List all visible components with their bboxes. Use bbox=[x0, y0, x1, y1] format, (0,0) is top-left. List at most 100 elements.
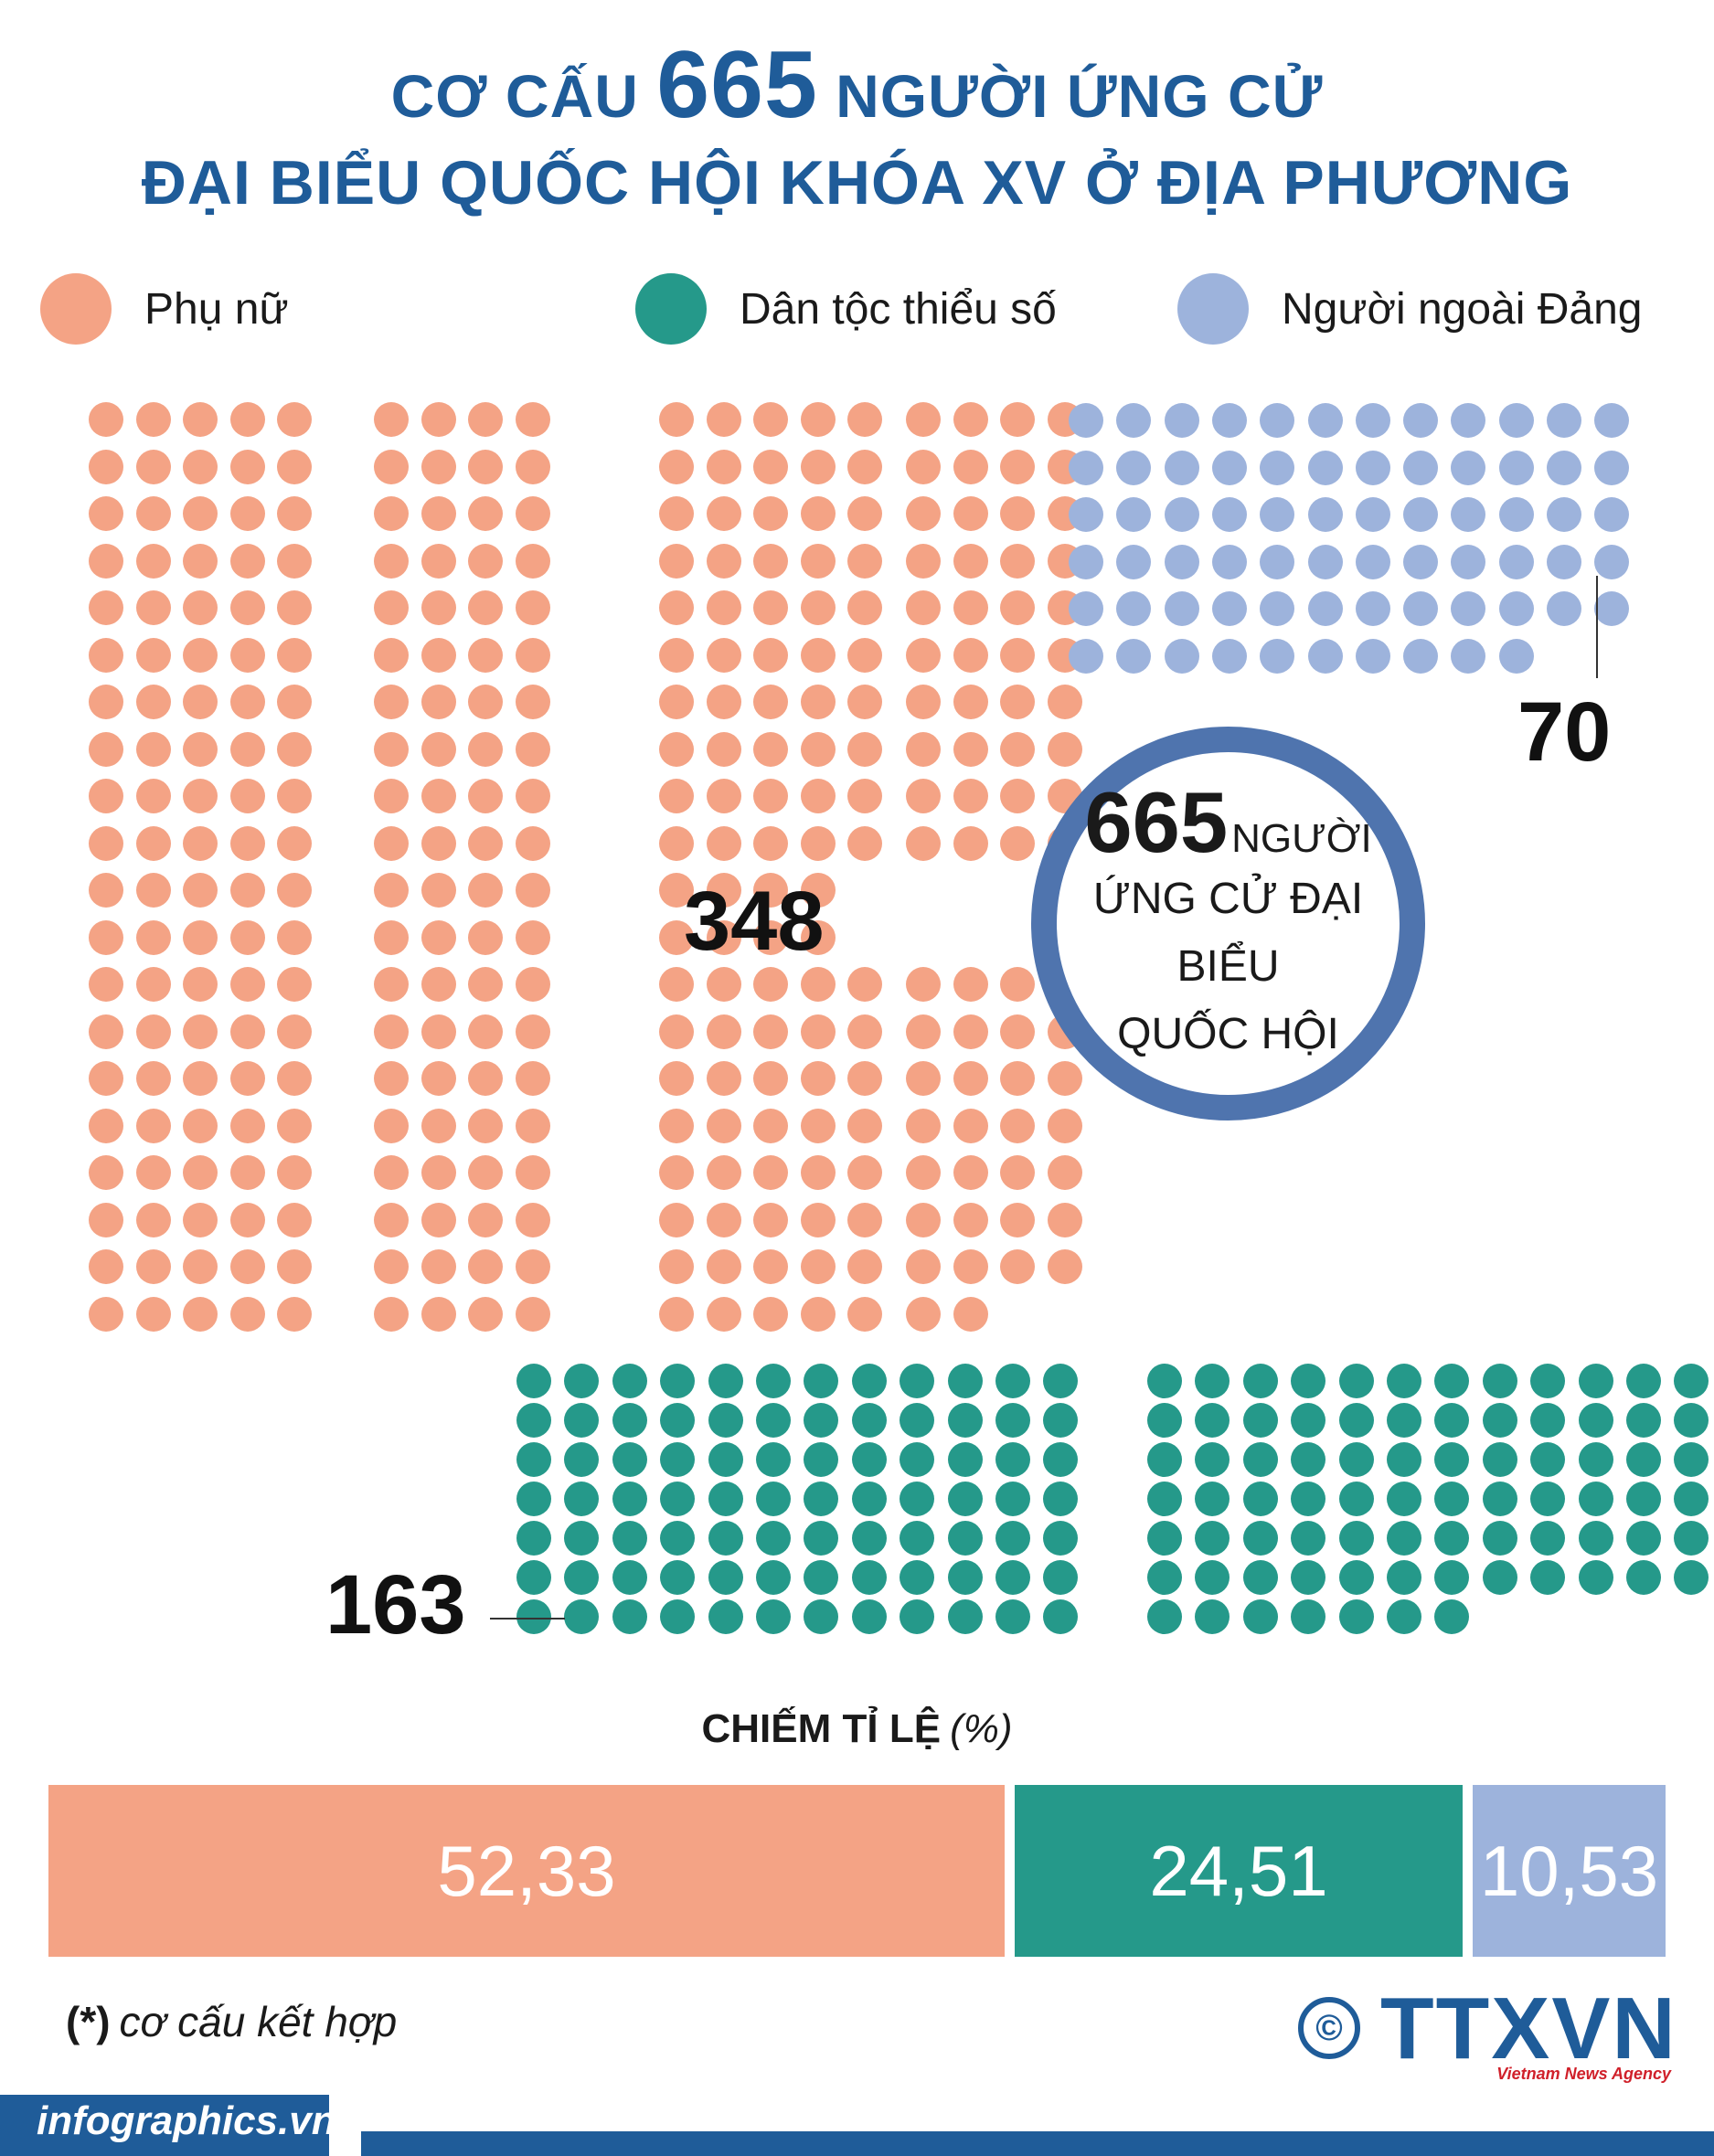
dot-ethnic bbox=[1626, 1560, 1661, 1595]
title-line-1: CƠ CẤU 665 NGƯỜI ỨNG CỬ bbox=[0, 35, 1714, 146]
percent-bar-women: 52,33 bbox=[48, 1785, 1005, 1957]
dot-women bbox=[953, 1061, 988, 1096]
dot-women bbox=[801, 1014, 836, 1049]
dot-ethnic bbox=[612, 1482, 647, 1516]
dot-ethnic bbox=[995, 1599, 1030, 1634]
dot-ethnic bbox=[852, 1599, 887, 1634]
dot-ethnic bbox=[1674, 1482, 1709, 1516]
dot-ethnic bbox=[1243, 1482, 1278, 1516]
dot-ethnic bbox=[1243, 1599, 1278, 1634]
dot-women bbox=[468, 873, 503, 908]
dot-women bbox=[753, 1061, 788, 1096]
dot-ethnic bbox=[1387, 1521, 1421, 1556]
dot-party bbox=[1260, 497, 1294, 532]
dot-party bbox=[1165, 403, 1199, 438]
dot-ethnic bbox=[612, 1560, 647, 1595]
dot-women bbox=[906, 1297, 941, 1332]
dot-women bbox=[136, 1061, 171, 1096]
dot-women bbox=[136, 1014, 171, 1049]
dot-women bbox=[230, 590, 265, 625]
dot-ethnic bbox=[1579, 1364, 1613, 1398]
dot-women bbox=[1048, 1249, 1082, 1284]
dot-ethnic bbox=[1626, 1521, 1661, 1556]
dot-women bbox=[707, 732, 741, 767]
dot-women bbox=[801, 1249, 836, 1284]
dot-women bbox=[707, 402, 741, 437]
dot-women bbox=[1000, 1109, 1035, 1143]
dot-party bbox=[1069, 451, 1103, 485]
dot-ethnic bbox=[1339, 1364, 1374, 1398]
dot-women bbox=[906, 1061, 941, 1096]
dot-women bbox=[753, 1109, 788, 1143]
dot-ethnic bbox=[564, 1442, 599, 1477]
dot-women bbox=[89, 1155, 123, 1190]
dot-ethnic bbox=[1291, 1599, 1325, 1634]
dot-women bbox=[847, 826, 882, 861]
dot-women bbox=[230, 967, 265, 1002]
dot-ethnic bbox=[756, 1560, 791, 1595]
dot-women bbox=[89, 1203, 123, 1237]
dot-women bbox=[468, 1203, 503, 1237]
dot-women bbox=[801, 967, 836, 1002]
dot-ethnic bbox=[1579, 1482, 1613, 1516]
dot-women bbox=[136, 638, 171, 673]
percent-heading-text: CHIẾM TỈ LỆ bbox=[701, 1706, 942, 1751]
dot-ethnic bbox=[948, 1482, 983, 1516]
dot-ethnic bbox=[1339, 1599, 1374, 1634]
dot-party bbox=[1547, 591, 1581, 626]
dot-ethnic bbox=[1674, 1364, 1709, 1398]
dot-women bbox=[659, 496, 694, 531]
dot-women bbox=[707, 590, 741, 625]
dot-women bbox=[136, 1109, 171, 1143]
total-ring: 665 NGƯỜI ỨNG CỬ ĐẠI BIỂU QUỐC HỘI bbox=[1031, 727, 1425, 1120]
dot-ethnic bbox=[1043, 1403, 1078, 1438]
dot-women bbox=[277, 873, 312, 908]
dot-women bbox=[801, 638, 836, 673]
dot-ethnic bbox=[804, 1599, 838, 1634]
copyright-icon: © bbox=[1298, 1997, 1360, 2059]
dot-women bbox=[468, 1297, 503, 1332]
dot-women bbox=[906, 496, 941, 531]
dot-ethnic bbox=[1147, 1521, 1182, 1556]
dot-ethnic bbox=[1434, 1442, 1469, 1477]
dot-women bbox=[230, 402, 265, 437]
dot-ethnic bbox=[1483, 1560, 1517, 1595]
dot-women bbox=[374, 873, 409, 908]
dot-ethnic bbox=[852, 1442, 887, 1477]
dot-ethnic bbox=[1530, 1442, 1565, 1477]
dot-ethnic bbox=[1387, 1403, 1421, 1438]
site-name[interactable]: infographics.vn bbox=[37, 2098, 336, 2143]
dot-women bbox=[89, 496, 123, 531]
dot-ethnic bbox=[1195, 1560, 1230, 1595]
dot-women bbox=[801, 450, 836, 484]
dot-women bbox=[136, 1155, 171, 1190]
dot-ethnic bbox=[852, 1521, 887, 1556]
dot-women bbox=[230, 1014, 265, 1049]
dot-ethnic bbox=[612, 1403, 647, 1438]
dot-ethnic bbox=[660, 1521, 695, 1556]
dot-ethnic bbox=[1195, 1442, 1230, 1477]
dot-ethnic bbox=[1195, 1599, 1230, 1634]
dot-women bbox=[659, 967, 694, 1002]
dot-ethnic bbox=[756, 1599, 791, 1634]
dot-women bbox=[707, 1061, 741, 1096]
dot-women bbox=[468, 1109, 503, 1143]
dot-women bbox=[659, 590, 694, 625]
dot-party bbox=[1356, 497, 1390, 532]
dot-women bbox=[516, 1203, 550, 1237]
dot-women bbox=[183, 1014, 218, 1049]
dot-women bbox=[906, 826, 941, 861]
dot-women bbox=[753, 496, 788, 531]
dot-women bbox=[801, 1061, 836, 1096]
dot-women bbox=[136, 590, 171, 625]
dot-women bbox=[753, 450, 788, 484]
dot-women bbox=[277, 1061, 312, 1096]
dot-women bbox=[183, 1203, 218, 1237]
dot-women bbox=[277, 732, 312, 767]
dot-ethnic bbox=[1579, 1560, 1613, 1595]
dot-party bbox=[1260, 591, 1294, 626]
dot-women bbox=[1000, 638, 1035, 673]
dot-women bbox=[183, 402, 218, 437]
dot-party bbox=[1547, 403, 1581, 438]
